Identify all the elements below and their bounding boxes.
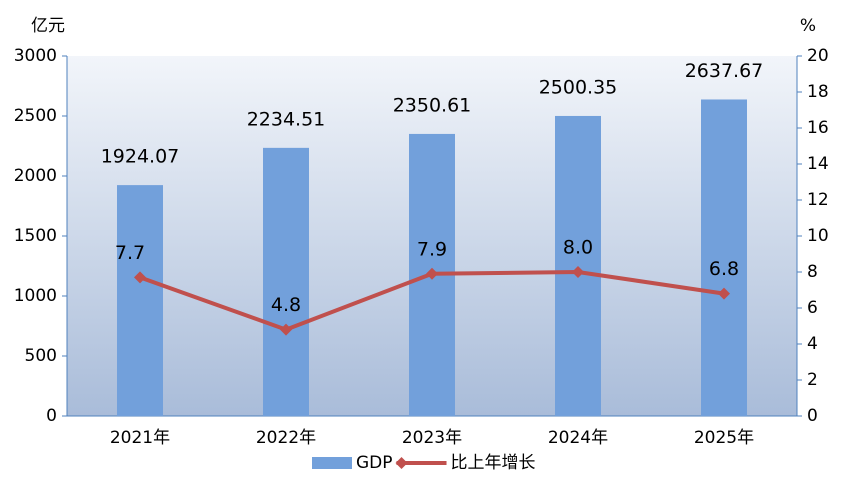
y-tick-label: 1500 bbox=[14, 226, 57, 246]
bar bbox=[555, 115, 601, 416]
legend-label: 比上年增长 bbox=[451, 453, 536, 473]
y-tick-label: 2000 bbox=[14, 166, 57, 186]
y-tick-label: 1000 bbox=[14, 286, 57, 306]
marker bbox=[718, 287, 730, 300]
value-label: 2500.35 bbox=[539, 76, 618, 98]
y-tick-label: 500 bbox=[25, 346, 57, 366]
marker bbox=[280, 323, 292, 336]
x-tick-label: 2023年 bbox=[402, 428, 462, 448]
y2-axis-label: % bbox=[800, 16, 816, 36]
value-label: 8.0 bbox=[563, 237, 593, 259]
legend: GDP 比上年增长 bbox=[312, 453, 536, 473]
value-label: 4.8 bbox=[271, 294, 301, 316]
x-tick-label: 2024年 bbox=[548, 428, 608, 448]
y-axis-label: 亿元 bbox=[31, 16, 65, 36]
bar bbox=[701, 99, 747, 416]
value-label: 7.7 bbox=[115, 242, 145, 264]
marker bbox=[426, 267, 438, 280]
y2-tick-label: 16 bbox=[807, 118, 829, 138]
x-tick-label: 2025年 bbox=[694, 428, 754, 448]
y2-tick-label: 2 bbox=[807, 370, 818, 390]
value-label: 2637.67 bbox=[685, 60, 764, 82]
y-tick-label: 3000 bbox=[14, 46, 57, 66]
marker bbox=[134, 271, 146, 284]
value-label: 2350.61 bbox=[393, 94, 472, 116]
y2-tick-label: 18 bbox=[807, 82, 829, 102]
y2-tick-label: 20 bbox=[807, 46, 829, 66]
marker bbox=[572, 266, 584, 278]
y-tick-label: 2500 bbox=[14, 106, 57, 126]
bar bbox=[117, 185, 163, 416]
legend-marker bbox=[395, 457, 408, 469]
value-label: 1924.07 bbox=[101, 146, 180, 168]
y2-tick-label: 8 bbox=[807, 262, 818, 282]
x-tick-label: 2022年 bbox=[256, 428, 316, 448]
y2-tick-label: 4 bbox=[807, 334, 818, 354]
legend-swatch bbox=[312, 457, 352, 469]
y-tick-label: 0 bbox=[46, 406, 57, 426]
legend-label: GDP bbox=[356, 453, 393, 473]
y2-tick-label: 12 bbox=[807, 190, 829, 210]
value-label: 6.8 bbox=[709, 258, 739, 280]
x-tick-label: 2021年 bbox=[110, 428, 170, 448]
y2-tick-label: 10 bbox=[807, 226, 829, 246]
bar bbox=[263, 147, 309, 416]
y2-tick-label: 14 bbox=[807, 154, 829, 174]
value-label: 2234.51 bbox=[247, 108, 326, 130]
y2-tick-label: 0 bbox=[807, 406, 818, 426]
y2-tick-label: 6 bbox=[807, 298, 818, 318]
value-label: 7.9 bbox=[417, 238, 447, 260]
